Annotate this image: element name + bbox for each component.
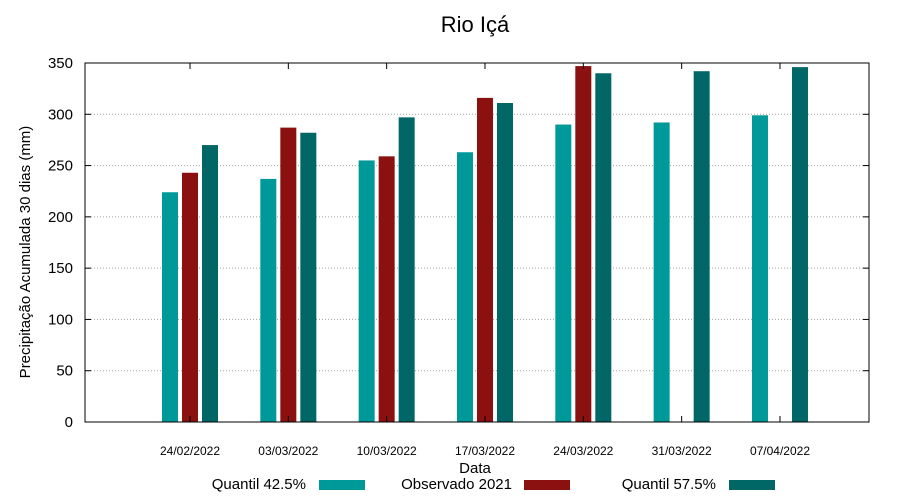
bar-0-6 — [751, 115, 768, 422]
bar-1-3 — [476, 97, 493, 423]
bar-2-4 — [595, 73, 612, 422]
y-tick-label: 200 — [48, 209, 73, 226]
x-tick-label: 24/03/2022 — [553, 444, 613, 458]
legend-swatch-0 — [319, 480, 365, 490]
y-tick-label: 100 — [48, 311, 73, 328]
bars — [162, 66, 808, 423]
bar-2-0 — [202, 145, 218, 423]
bar-1-2 — [378, 156, 395, 422]
bar-0-3 — [456, 152, 473, 423]
bar-2-3 — [496, 103, 513, 422]
x-tick-label: 03/03/2022 — [258, 444, 318, 458]
legend-label-0: Quantil 42.5% — [212, 476, 306, 493]
bar-1-0 — [182, 172, 198, 422]
bar-2-1 — [300, 132, 317, 422]
bar-2-2 — [398, 117, 415, 422]
bar-0-2 — [358, 160, 375, 422]
x-tick-label: 17/03/2022 — [455, 444, 515, 458]
x-tick-label: 07/04/2022 — [750, 444, 810, 458]
legend: Quantil 42.5% Observado 2021 Quantil 57.5% — [212, 476, 775, 493]
y-tick-label: 50 — [56, 363, 73, 380]
chart-title: Rio Içá — [441, 12, 510, 37]
y-axis-ticks: 0 50 100 150 200 250 300 350 — [48, 55, 869, 431]
bar-0-5 — [653, 122, 670, 423]
bar-0-0 — [162, 192, 178, 422]
y-tick-label: 0 — [65, 414, 73, 431]
y-tick-label: 350 — [48, 55, 73, 72]
legend-label-1: Observado 2021 — [401, 476, 512, 493]
x-tick-label: 24/02/2022 — [160, 444, 220, 458]
y-tick-label: 250 — [48, 158, 73, 175]
bar-0-1 — [260, 178, 277, 422]
y-axis-label: Precipitação Acumulada 30 dias (mm) — [17, 126, 34, 379]
plot-frame — [84, 62, 870, 423]
bar-1-4 — [575, 66, 592, 422]
x-tick-label: 10/03/2022 — [357, 444, 417, 458]
x-axis-label: Data — [459, 460, 491, 477]
legend-swatch-1 — [524, 480, 570, 490]
bar-2-5 — [693, 71, 710, 422]
bar-1-1 — [280, 127, 297, 423]
y-tick-label: 150 — [48, 260, 73, 277]
legend-swatch-2 — [729, 480, 775, 490]
legend-label-2: Quantil 57.5% — [622, 476, 716, 493]
y-tick-label: 300 — [48, 106, 73, 123]
bar-0-4 — [555, 124, 572, 423]
x-tick-label: 31/03/2022 — [652, 444, 712, 458]
x-axis-ticks: 24/02/2022 03/03/2022 10/03/2022 17/03/2022… — [160, 63, 810, 458]
bar-2-6 — [791, 67, 808, 423]
